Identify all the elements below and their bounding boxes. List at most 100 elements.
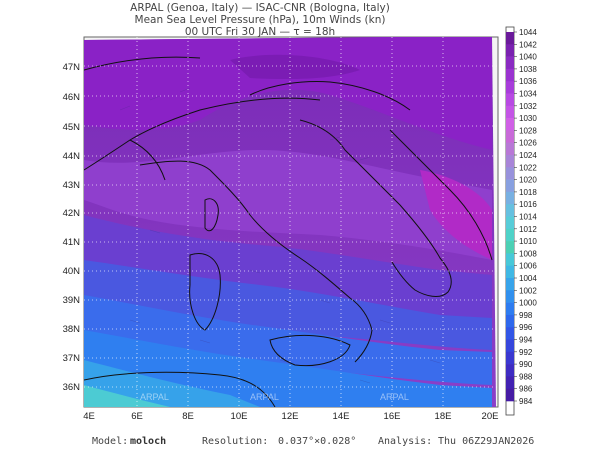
- watermark-2: ARPAL: [250, 392, 279, 402]
- analysis-label: Analysis:: [378, 436, 433, 447]
- colorbar-label: 1042: [519, 40, 537, 49]
- colorbar-cell: [506, 81, 514, 94]
- colorbar-label: 1006: [519, 262, 537, 271]
- colorbar-label: 988: [519, 372, 533, 381]
- lat-label: 41N: [63, 237, 81, 248]
- graticule: [84, 37, 498, 407]
- wind-barbs: [119, 87, 441, 384]
- adriatic-high: [420, 170, 492, 260]
- colorbar-cell: [506, 179, 514, 193]
- resolution-value: 0.037°×0.028°: [278, 436, 357, 447]
- colorbar-label: 984: [519, 397, 533, 406]
- lon-label: 4E: [83, 411, 95, 422]
- colorbar-label: 994: [519, 336, 533, 345]
- high-pressure-alps: [84, 37, 492, 150]
- colorbar-cell: [506, 278, 514, 291]
- colorbar-label: 998: [519, 311, 533, 320]
- model-label: Model:: [92, 436, 129, 447]
- colorbar-label: 1010: [519, 237, 537, 246]
- lat-label: 40N: [63, 266, 81, 277]
- lon-axis: 4E 6E 8E 10E 12E 14E 16E 18E 20E: [83, 411, 498, 422]
- colorbar-cell: [506, 265, 514, 279]
- colorbar-label: 986: [519, 385, 533, 394]
- chart-footer: Model: moloch Resolution: 0.037°×0.028° …: [0, 436, 600, 450]
- colorbar-label: 1012: [519, 225, 537, 234]
- colorbar-label: 1034: [519, 90, 537, 99]
- lon-label: 20E: [482, 411, 499, 422]
- lat-label: 42N: [63, 208, 81, 219]
- colorbar-cell: [506, 351, 514, 365]
- colorbar-cell: [506, 364, 514, 377]
- low-southwest: [84, 360, 260, 407]
- colorbar-cell: [506, 253, 514, 266]
- lat-label: 45N: [63, 122, 81, 133]
- colorbar-label: 1018: [519, 188, 537, 197]
- colorbar-cell: [506, 44, 514, 57]
- colorbar-cell: [506, 388, 514, 402]
- lat-label: 37N: [63, 353, 81, 364]
- colorbar-label: 1040: [519, 53, 537, 62]
- band-1006: [84, 260, 492, 350]
- colorbar-label: 1044: [519, 28, 537, 37]
- colorbar-label: 1028: [519, 126, 537, 135]
- band-central: [84, 150, 492, 260]
- lon-label: 18E: [435, 411, 452, 422]
- colorbar-label: 990: [519, 360, 533, 369]
- band-transition: [84, 215, 492, 320]
- band-1002: [84, 295, 492, 385]
- colorbar-label: 1002: [519, 286, 537, 295]
- colorbar-label: 1004: [519, 274, 537, 283]
- pressure-field: [84, 37, 498, 407]
- colorbar-cell: [506, 302, 514, 316]
- lat-axis: 47N 46N 45N 44N 43N 42N 41N 40N 39N 38N …: [63, 62, 81, 393]
- resolution-label: Resolution:: [202, 436, 269, 447]
- colorbar-cell: [506, 228, 514, 242]
- colorbar-label: 1036: [519, 77, 537, 86]
- colorbar-cell: [506, 376, 514, 389]
- colorbar-label: 1014: [519, 213, 537, 222]
- lon-label: 8E: [182, 411, 194, 422]
- colorbar-label: 1024: [519, 151, 537, 160]
- colorbar-cell: [506, 130, 514, 143]
- lat-label: 36N: [63, 382, 81, 393]
- colorbar-cell: [506, 93, 514, 107]
- lon-label: 12E: [282, 411, 299, 422]
- lat-label: 39N: [63, 295, 81, 306]
- lon-label: 6E: [131, 411, 143, 422]
- analysis-value: Thu 06Z29JAN2026: [438, 436, 535, 447]
- chart-header: ARPAL (Genoa, Italy) — ISAC-CNR (Bologna…: [0, 2, 520, 38]
- lat-label: 43N: [63, 180, 81, 191]
- colorbar: 1044 1042 1040 1038 1036 1034 1032 1030 1028 1026…: [505, 26, 537, 416]
- colorbar-cell: [506, 155, 514, 168]
- model-value: moloch: [130, 436, 167, 447]
- colorbar-cell: [506, 327, 514, 340]
- header-line-institutions: ARPAL (Genoa, Italy) — ISAC-CNR (Bologna…: [130, 2, 390, 14]
- colorbar-label: 1026: [519, 139, 537, 148]
- colorbar-labels: 1044 1042 1040 1038 1036 1034 1032 1030 1028 1026…: [514, 28, 537, 406]
- colorbar-cell: [506, 339, 514, 353]
- header-line-fields: Mean Sea Level Pressure (hPa), 10m Winds…: [134, 14, 386, 26]
- colorbar-cell: [506, 204, 514, 217]
- colorbar-label: 1008: [519, 249, 537, 258]
- colorbar-label: 1032: [519, 102, 537, 111]
- colorbar-label: 1000: [519, 299, 537, 308]
- low-core: [84, 385, 170, 407]
- colorbar-cell: [506, 290, 514, 303]
- colorbar-label: 992: [519, 348, 533, 357]
- lat-label: 38N: [63, 324, 81, 335]
- colorbar-cell: [506, 191, 514, 205]
- header-line-time: 00 UTC Fri 30 JAN — τ = 18h: [184, 26, 336, 38]
- colorbar-cell: [506, 216, 514, 230]
- colorbar-cells: [506, 32, 514, 402]
- colorbar-cell: [506, 105, 514, 119]
- colorbar-label: 1030: [519, 114, 537, 123]
- colorbar-cell: [506, 68, 514, 82]
- colorbar-label: 1038: [519, 65, 537, 74]
- high-core: [230, 54, 360, 80]
- watermark-1: ARPAL: [140, 392, 169, 402]
- coastlines: [84, 56, 493, 407]
- colorbar-label: 1016: [519, 200, 537, 209]
- lon-label: 10E: [231, 411, 248, 422]
- colorbar-cell: [506, 32, 514, 45]
